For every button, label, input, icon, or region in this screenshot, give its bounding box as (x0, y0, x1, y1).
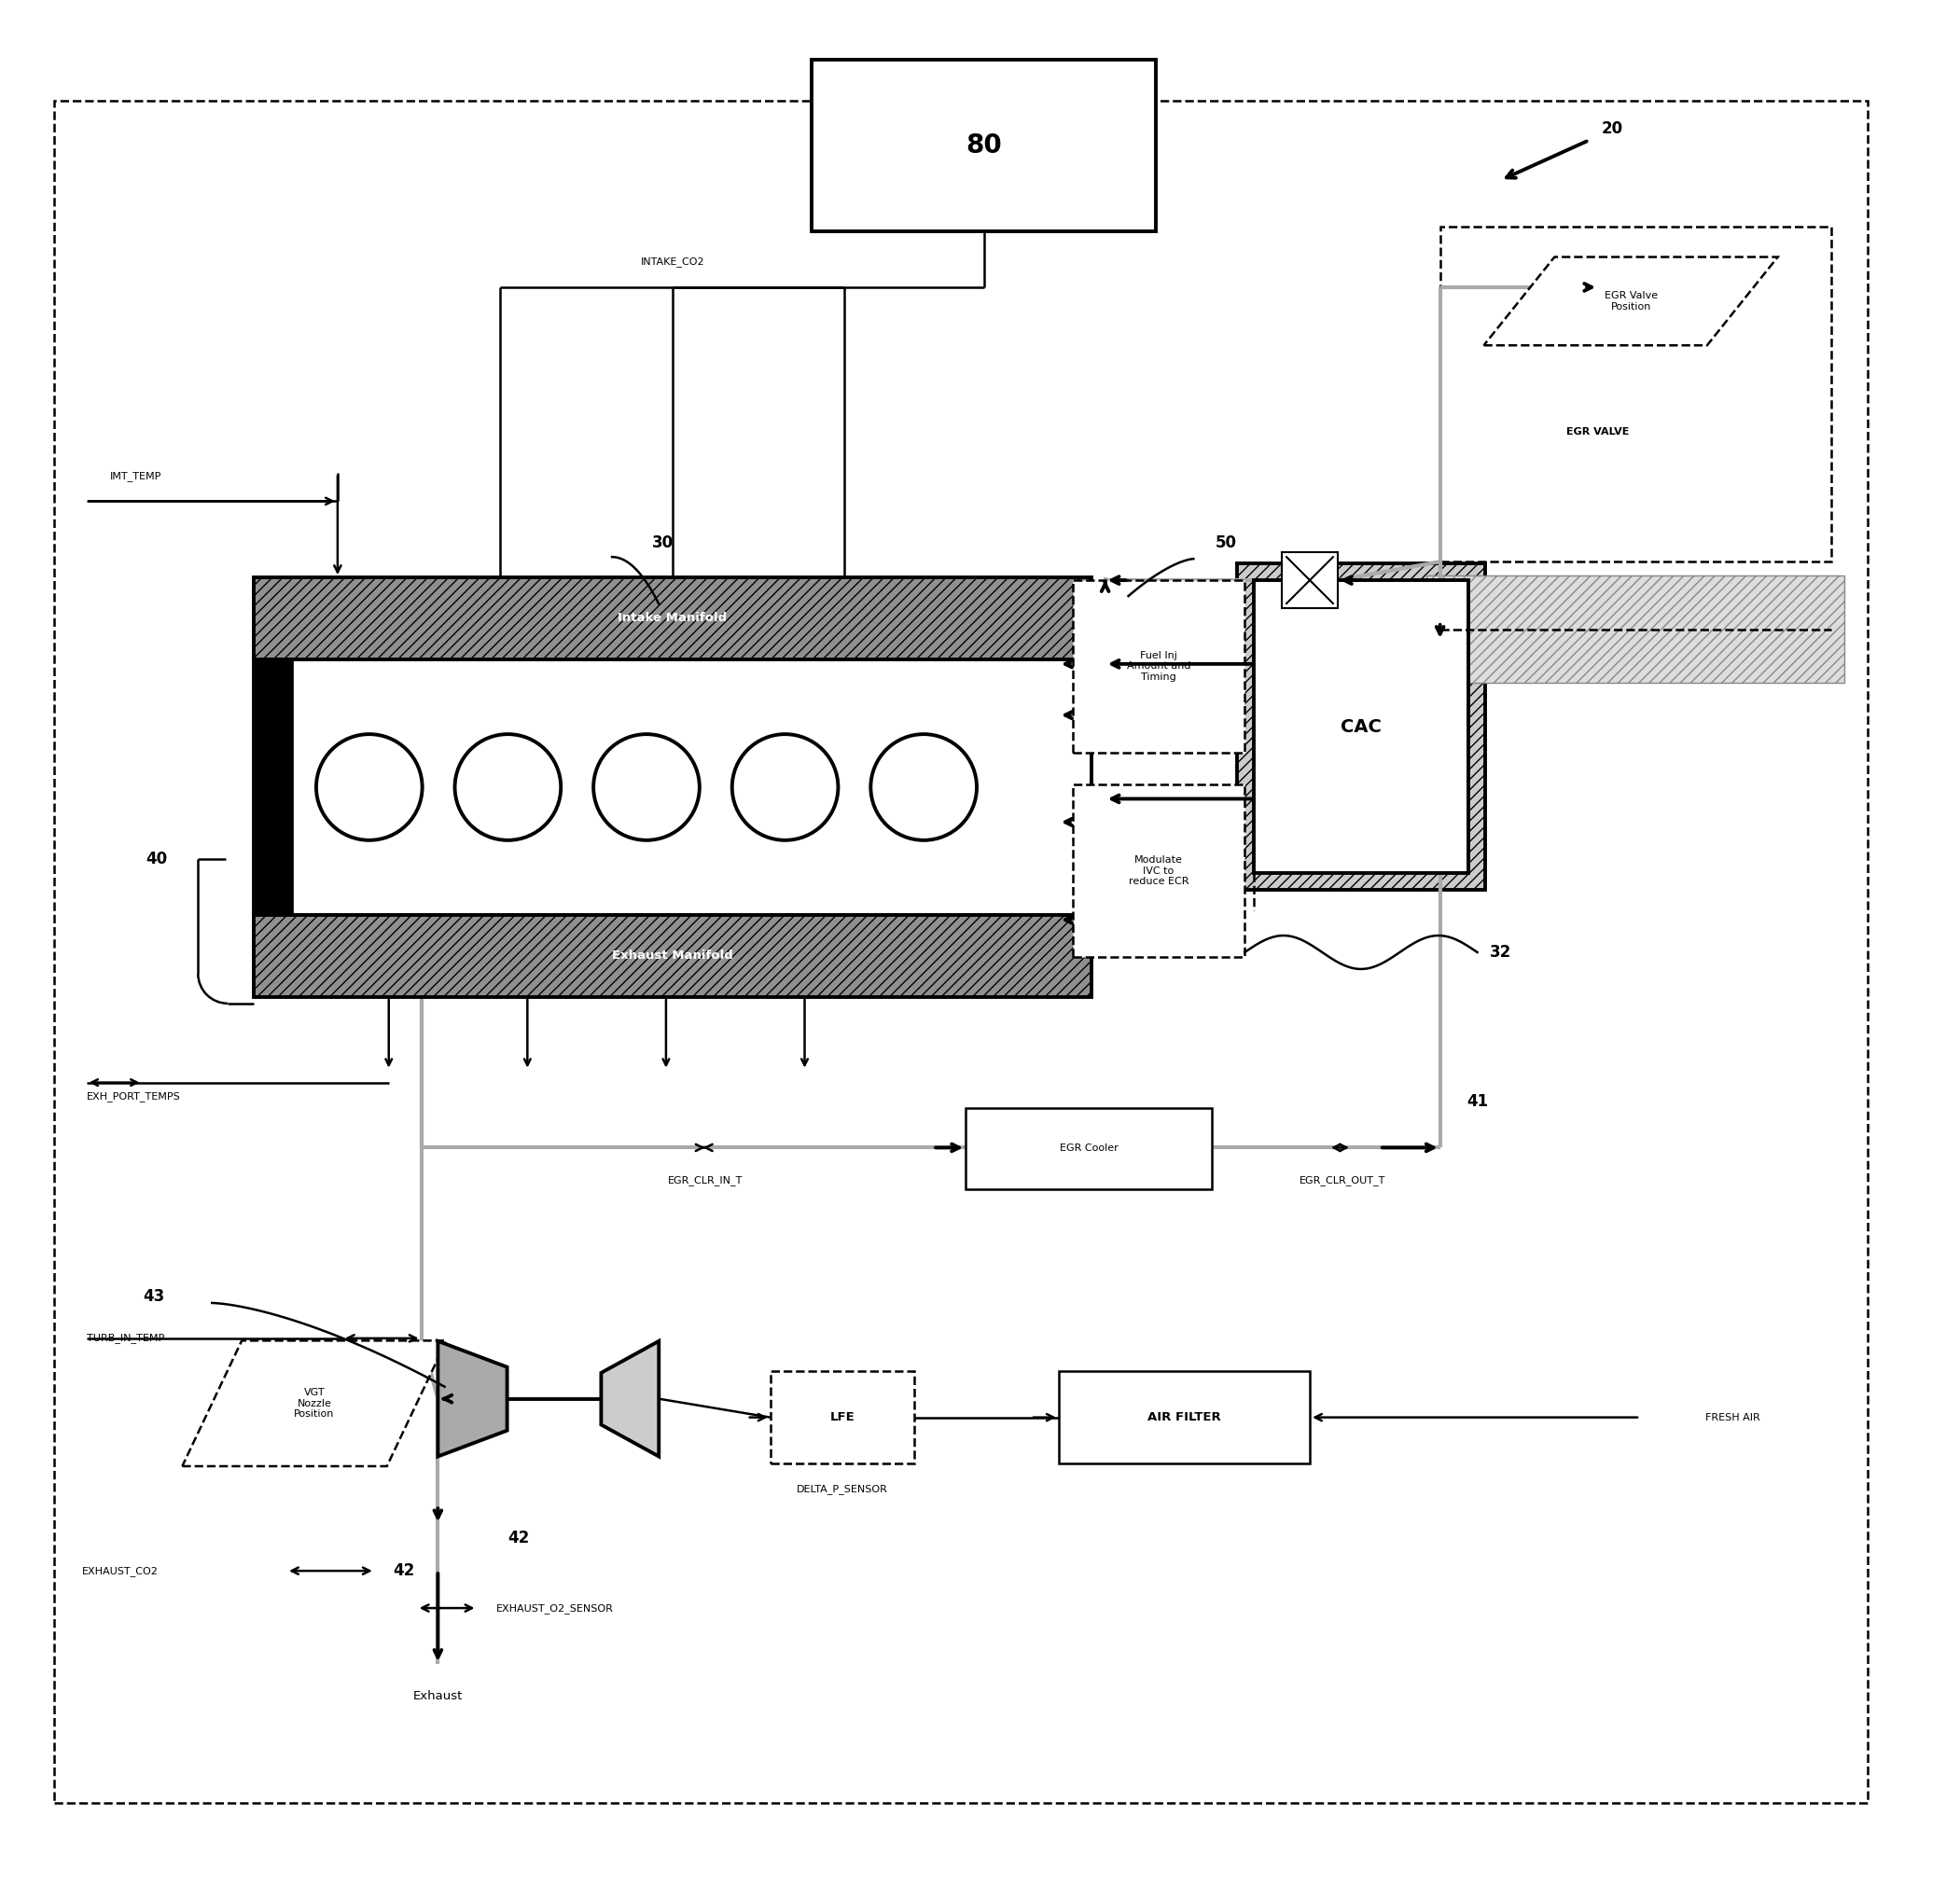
Text: Exhaust Manifold: Exhaust Manifold (612, 950, 733, 963)
Text: Exhaust: Exhaust (414, 1690, 463, 1703)
Text: 80: 80 (966, 133, 1002, 160)
Text: VGT
Nozzle
Position: VGT Nozzle Position (294, 1388, 335, 1419)
Text: EGR Cooler: EGR Cooler (1060, 1143, 1117, 1153)
FancyBboxPatch shape (811, 59, 1156, 232)
Polygon shape (437, 1341, 508, 1457)
Text: 41: 41 (1466, 1092, 1488, 1109)
Text: EXHAUST_CO2: EXHAUST_CO2 (82, 1567, 159, 1576)
Text: FRESH AIR: FRESH AIR (1705, 1413, 1760, 1422)
Text: 40: 40 (145, 851, 167, 868)
FancyBboxPatch shape (1058, 1371, 1309, 1464)
Text: INTAKE_CO2: INTAKE_CO2 (641, 256, 704, 266)
Text: EGR_CLR_OUT_T: EGR_CLR_OUT_T (1299, 1175, 1386, 1185)
Text: DELTA_P_SENSOR: DELTA_P_SENSOR (796, 1485, 888, 1495)
Text: IMT_TEMP: IMT_TEMP (110, 471, 161, 480)
FancyBboxPatch shape (255, 915, 1092, 997)
Text: Fuel Inj
Amount and
Timing: Fuel Inj Amount and Timing (1127, 651, 1190, 682)
Text: LFE: LFE (829, 1411, 855, 1424)
FancyBboxPatch shape (1427, 575, 1844, 682)
Text: EGR_CLR_IN_T: EGR_CLR_IN_T (668, 1175, 743, 1185)
Text: 30: 30 (653, 536, 674, 551)
Polygon shape (602, 1341, 659, 1457)
FancyBboxPatch shape (255, 659, 292, 915)
Text: CAC: CAC (1341, 718, 1382, 735)
FancyBboxPatch shape (255, 577, 1092, 659)
Text: 32: 32 (1490, 944, 1511, 961)
Text: EGR VALVE: EGR VALVE (1566, 427, 1629, 437)
Polygon shape (1484, 256, 1778, 346)
FancyBboxPatch shape (1237, 564, 1486, 891)
Polygon shape (182, 1341, 447, 1466)
FancyBboxPatch shape (1282, 553, 1339, 608)
Text: AIR FILTER: AIR FILTER (1147, 1411, 1221, 1424)
Text: 42: 42 (508, 1531, 529, 1546)
FancyBboxPatch shape (1072, 784, 1245, 957)
Text: 20: 20 (1601, 122, 1623, 137)
FancyBboxPatch shape (770, 1371, 915, 1464)
Text: EGR Valve
Position: EGR Valve Position (1603, 291, 1658, 311)
Text: TURB_IN_TEMP: TURB_IN_TEMP (86, 1333, 165, 1343)
Text: Intake Manifold: Intake Manifold (617, 611, 727, 625)
Text: Modulate
IVC to
reduce ECR: Modulate IVC to reduce ECR (1129, 855, 1188, 887)
Text: 43: 43 (143, 1288, 165, 1305)
FancyBboxPatch shape (255, 659, 1092, 915)
FancyBboxPatch shape (1072, 581, 1245, 752)
Text: 42: 42 (394, 1563, 416, 1580)
Text: 50: 50 (1215, 536, 1237, 551)
Text: EXH_PORT_TEMPS: EXH_PORT_TEMPS (86, 1092, 180, 1101)
Text: EXHAUST_O2_SENSOR: EXHAUST_O2_SENSOR (496, 1603, 613, 1612)
FancyBboxPatch shape (966, 1107, 1211, 1189)
FancyBboxPatch shape (1254, 581, 1468, 874)
